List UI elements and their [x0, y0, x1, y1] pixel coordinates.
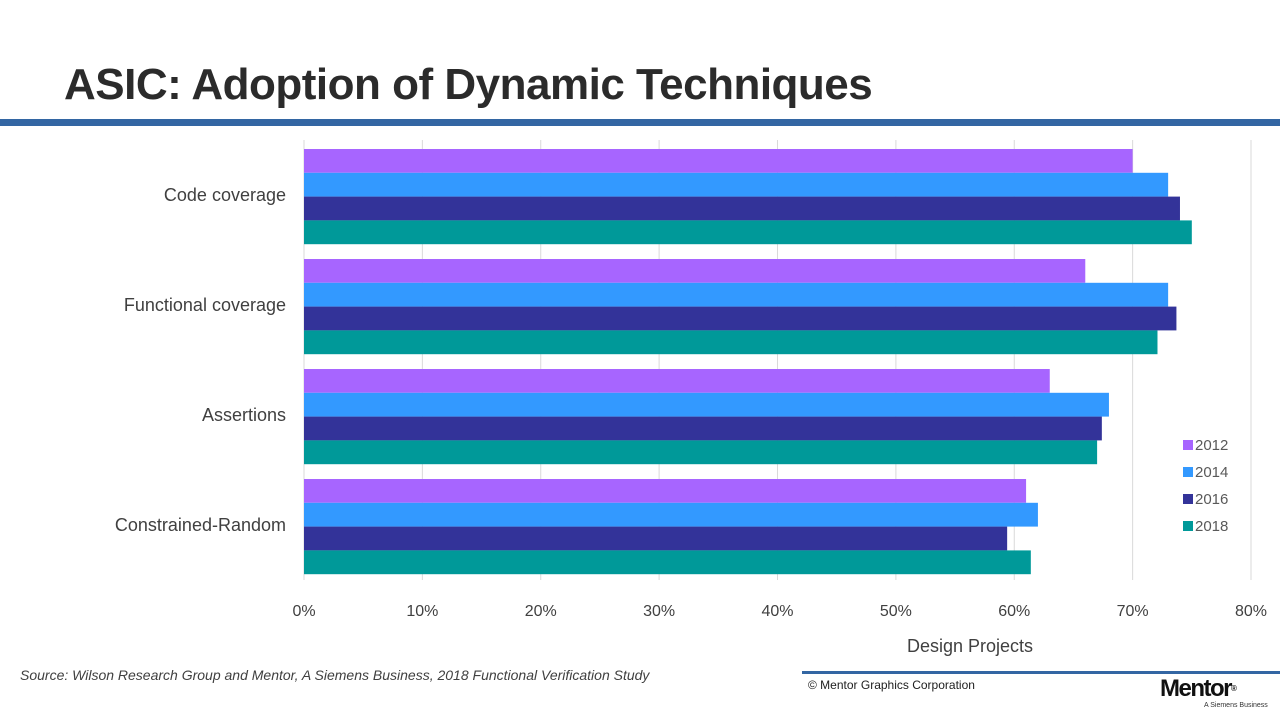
- x-tick-label: 0%: [292, 603, 315, 620]
- bar-2012-2: [304, 369, 1050, 393]
- bar-2014-2: [304, 392, 1109, 417]
- logo-wordmark: Mentor®: [1160, 676, 1270, 702]
- x-tick-label: 50%: [880, 603, 912, 620]
- x-tick-label: 10%: [406, 603, 438, 620]
- category-label: Code coverage: [164, 185, 286, 205]
- category-label: Assertions: [202, 405, 286, 425]
- bar-2018-0: [304, 220, 1192, 245]
- x-tick-label: 20%: [525, 603, 557, 620]
- bar-2016-0: [304, 196, 1180, 221]
- x-tick-label: 40%: [761, 603, 793, 620]
- x-tick-label: 80%: [1235, 603, 1267, 620]
- bar-2014-1: [304, 282, 1169, 307]
- legend-label: 2014: [1195, 464, 1228, 481]
- bar-2012-1: [304, 259, 1086, 283]
- bar-2014-0: [304, 172, 1169, 197]
- legend-swatch-2012: [1183, 440, 1193, 450]
- slide-title: ASIC: Adoption of Dynamic Techniques: [64, 60, 873, 109]
- legend-label: 2018: [1195, 518, 1228, 535]
- bar-2018-2: [304, 440, 1098, 465]
- bar-2012-3: [304, 479, 1027, 503]
- logo-subtext: A Siemens Business: [1204, 702, 1268, 709]
- bar-2014-3: [304, 502, 1038, 527]
- bar-2016-1: [304, 306, 1177, 331]
- source-note: Source: Wilson Research Group and Mentor…: [20, 667, 650, 683]
- legend-label: 2012: [1195, 437, 1228, 454]
- logo-text: Mentor: [1160, 675, 1233, 702]
- x-tick-label: 30%: [643, 603, 675, 620]
- footer-divider: [802, 671, 1280, 674]
- category-label: Functional coverage: [124, 295, 286, 315]
- x-axis-title: Design Projects: [907, 636, 1033, 656]
- legend-swatch-2014: [1183, 467, 1193, 477]
- bar-2012-0: [304, 149, 1133, 173]
- registered-mark: ®: [1231, 684, 1237, 693]
- legend-swatch-2018: [1183, 521, 1193, 531]
- category-label: Constrained-Random: [115, 515, 286, 535]
- bar-2016-3: [304, 526, 1008, 551]
- bar-2018-3: [304, 550, 1031, 575]
- title-divider: [0, 119, 1280, 126]
- x-tick-label: 70%: [1117, 603, 1149, 620]
- legend-swatch-2016: [1183, 494, 1193, 504]
- bar-2016-2: [304, 416, 1102, 441]
- legend-label: 2016: [1195, 491, 1228, 508]
- copyright-text: © Mentor Graphics Corporation: [808, 678, 975, 692]
- x-tick-label: 60%: [998, 603, 1030, 620]
- bar-2018-1: [304, 330, 1158, 355]
- mentor-logo: Mentor® A Siemens Business: [1160, 676, 1270, 710]
